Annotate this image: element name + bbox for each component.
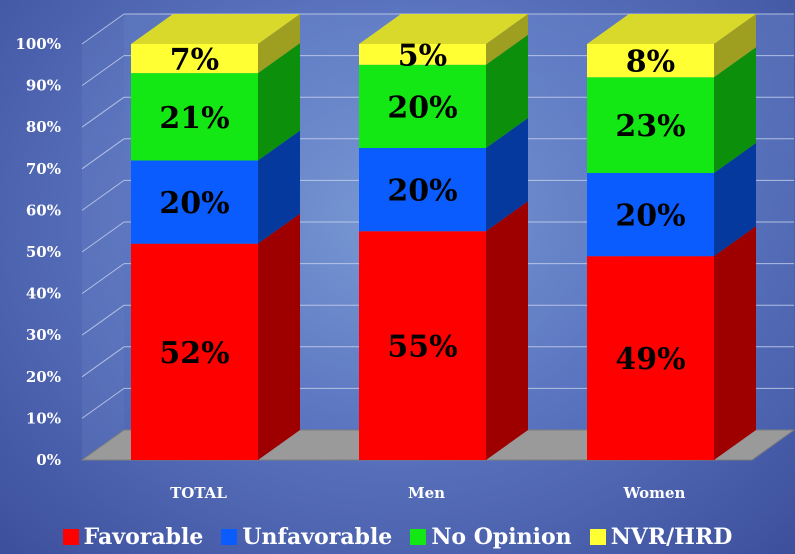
bar-total-unfavorable	[131, 160, 258, 244]
gridline-diagonal	[81, 55, 125, 87]
legend-item-unfavorable[interactable]: Unfavorable	[221, 524, 392, 550]
data-label-women-unfavorable: 20%	[615, 199, 685, 234]
y-tick-label: 0%	[36, 451, 61, 469]
bar-top-men	[359, 14, 528, 44]
bar-side-men-favorable	[486, 201, 528, 460]
bar-stack-men: 55% 20% 20% 5%	[359, 14, 528, 460]
bar-stack-women: 49% 20% 23% 8%	[587, 14, 756, 460]
data-label-women-no-opinion: 23%	[615, 109, 685, 144]
legend-item-favorable[interactable]: Favorable	[62, 524, 204, 550]
y-tick-label: 60%	[26, 201, 61, 219]
legend-swatch-no-opinion	[410, 529, 427, 545]
gridline-diagonal	[81, 387, 125, 419]
stacked-bar-chart: 0% 10% 20% 30% 40% 50% 60% 70% 80% 90% 100% 52% 20%…	[15, 13, 795, 502]
legend-label-nvr-hrd: NVR/HRD	[610, 524, 733, 550]
legend-label-favorable: Favorable	[83, 524, 204, 550]
gridline-diagonal	[81, 263, 125, 295]
gridline-diagonal	[81, 221, 125, 253]
gridline-diagonal	[81, 179, 125, 211]
bar-men-favorable	[359, 231, 486, 460]
gridline-diagonal	[81, 346, 125, 378]
bar-women-nvr-hrd	[587, 44, 714, 78]
x-tick-label-total: TOTAL	[170, 484, 227, 502]
y-tick-label: 40%	[26, 285, 61, 303]
bar-stack-total: 52% 20% 21% 7%	[131, 14, 300, 460]
bar-top-total	[131, 14, 300, 44]
gridline-diagonal	[81, 304, 125, 336]
y-tick-label: 70%	[26, 160, 61, 178]
data-label-total-no-opinion: 21%	[159, 101, 229, 136]
gridline-diagonal	[81, 13, 125, 45]
y-tick-label: 80%	[26, 118, 61, 136]
bar-side-men-no-opinion	[486, 34, 528, 148]
data-label-men-unfavorable: 20%	[387, 174, 457, 209]
y-tick-label: 20%	[26, 368, 61, 386]
bar-total-no-opinion	[131, 73, 258, 161]
bar-top-women	[587, 14, 756, 44]
bar-women-unfavorable	[587, 172, 714, 257]
bar-side-men-unfavorable	[486, 118, 528, 232]
bar-total-favorable	[131, 243, 258, 460]
y-axis: 0% 10% 20% 30% 40% 50% 60% 70% 80% 90% 100%	[15, 35, 61, 469]
bar-side-men-nvr-hrd	[486, 14, 528, 65]
bar-side-women-unfavorable	[714, 142, 756, 257]
y-tick-label: 100%	[15, 35, 61, 53]
data-label-men-nvr-hrd: 5%	[398, 38, 447, 73]
data-label-total-unfavorable: 20%	[159, 186, 229, 221]
bar-side-total-no-opinion	[258, 43, 300, 161]
bar-side-total-unfavorable	[258, 130, 300, 244]
legend-swatch-unfavorable	[221, 529, 238, 545]
bar-women-no-opinion	[587, 77, 714, 173]
x-tick-label-women: Women	[623, 484, 686, 502]
legend-swatch-nvr-hrd	[589, 529, 606, 545]
bar-side-women-favorable	[714, 226, 756, 460]
y-tick-label: 50%	[26, 243, 61, 261]
x-tick-label-men: Men	[408, 484, 445, 502]
bar-men-unfavorable	[359, 148, 486, 232]
bar-side-women-nvr-hrd	[714, 14, 756, 78]
legend-label-no-opinion: No Opinion	[431, 524, 572, 550]
bar-side-women-no-opinion	[714, 47, 756, 173]
data-label-men-favorable: 55%	[387, 330, 457, 365]
chart-legend: Favorable Unfavorable No Opinion NVR/HRD	[0, 520, 795, 554]
x-axis: TOTAL Men Women	[170, 484, 685, 502]
data-label-total-nvr-hrd: 7%	[170, 43, 219, 78]
data-label-men-no-opinion: 20%	[387, 90, 457, 125]
bar-men-nvr-hrd	[359, 44, 486, 65]
bar-men-no-opinion	[359, 64, 486, 148]
legend-item-no-opinion[interactable]: No Opinion	[410, 524, 572, 550]
data-label-women-favorable: 49%	[615, 342, 685, 377]
legend-item-nvr-hrd[interactable]: NVR/HRD	[589, 524, 733, 550]
y-tick-label: 30%	[26, 326, 61, 344]
gridline-diagonal	[81, 96, 125, 128]
bar-women-favorable	[587, 256, 714, 460]
data-label-women-nvr-hrd: 8%	[626, 45, 675, 80]
gridline-diagonal	[81, 138, 125, 170]
legend-label-unfavorable: Unfavorable	[242, 524, 393, 550]
data-label-total-favorable: 52%	[159, 336, 229, 371]
legend-swatch-favorable	[62, 529, 79, 545]
bar-side-total-nvr-hrd	[258, 14, 300, 74]
y-tick-label: 10%	[26, 409, 61, 427]
bars: 52% 20% 21% 7% 55% 20% 20% 5% 49% 20% 23% 8%	[131, 14, 756, 460]
y-tick-label: 90%	[26, 77, 61, 95]
bar-total-nvr-hrd	[131, 44, 258, 74]
bar-side-total-favorable	[258, 213, 300, 460]
